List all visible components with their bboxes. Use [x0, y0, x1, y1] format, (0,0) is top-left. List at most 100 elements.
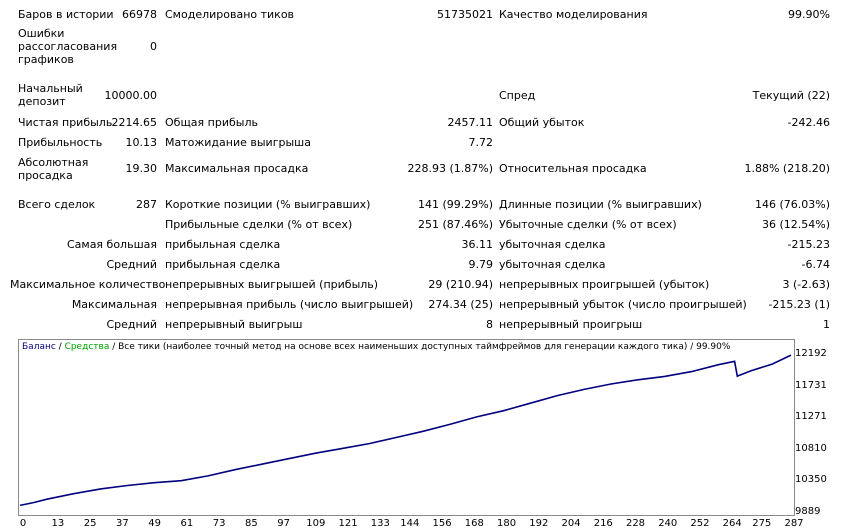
- x-tick-label: 240: [658, 518, 678, 529]
- x-tick-label: 49: [148, 518, 161, 529]
- max-cons-wins-value: 29 (210.94): [428, 278, 493, 291]
- x-tick-label: 144: [400, 518, 420, 529]
- x-tick-label: 37: [116, 518, 129, 529]
- average-label: Средний: [106, 258, 157, 271]
- legend-description: / Все тики (наиболее точный метод на осн…: [109, 342, 731, 352]
- largest-profit-value: 36.11: [461, 238, 494, 251]
- avg-cons-losses-value: 1: [823, 318, 830, 331]
- x-tick-label: 97: [277, 518, 290, 529]
- loss-trades-value: 36 (12.54%): [761, 218, 830, 231]
- short-positions-value: 141 (99.29%): [417, 198, 493, 211]
- equity-line: [20, 355, 791, 505]
- largest-loss-label: убыточная сделка: [499, 238, 606, 251]
- x-tick-label: 275: [752, 518, 772, 529]
- x-tick-label: 264: [722, 518, 742, 529]
- y-tick-label: 12192: [795, 348, 827, 359]
- largest-label: Самая большая: [66, 238, 157, 251]
- x-tick-label: 252: [690, 518, 710, 529]
- largest-profit-label: прибыльная сделка: [165, 238, 281, 251]
- max-cons-profit-value: 274.34 (25): [428, 298, 493, 311]
- x-tick-label: 25: [83, 518, 97, 529]
- x-tick-label: 13: [51, 518, 65, 529]
- profit-factor-label: Прибыльность: [18, 136, 103, 149]
- average-profit-label: прибыльная сделка: [165, 258, 281, 271]
- spread-label: Спред: [499, 89, 536, 102]
- long-positions-value: 146 (76.03%): [754, 198, 830, 211]
- balance-line: [19, 354, 792, 507]
- max-drawdown-value: 228.93 (1.87%): [407, 162, 493, 175]
- test-report-table: Баров в истории 66978 Смоделировано тико…: [10, 8, 830, 331]
- deposit-value: 10000.00: [104, 89, 158, 102]
- total-trades-value: 287: [136, 198, 157, 211]
- gross-profit-label: Общая прибыль: [165, 116, 258, 129]
- x-tick-label: 192: [529, 518, 549, 529]
- average-loss-value: -6.74: [801, 258, 830, 271]
- y-tick-label: 9889: [795, 506, 821, 517]
- max-cons-losses-value: 3 (-2.63): [782, 278, 830, 291]
- x-tick-label: 156: [432, 518, 452, 529]
- short-positions-label: Короткие позиции (% выигравших): [165, 198, 371, 211]
- x-tick-label: 73: [212, 518, 226, 529]
- average-loss-label: убыточная сделка: [499, 258, 606, 271]
- y-tick-label: 10350: [795, 474, 827, 486]
- max-cons-profit-label: непрерывная прибыль (число выигрышей): [165, 298, 414, 311]
- x-tick-label: 85: [244, 518, 258, 529]
- largest-loss-value: -215.23: [787, 238, 830, 251]
- ticks-label: Смоделировано тиков: [165, 8, 295, 21]
- max-drawdown-label: Максимальная просадка: [165, 162, 309, 175]
- profit-factor-value: 10.13: [125, 136, 158, 149]
- y-tick-label: 11731: [795, 379, 827, 391]
- errors-value: 0: [150, 40, 157, 53]
- abs-drawdown-label-line2: просадка: [18, 169, 73, 182]
- legend-separator: /: [55, 342, 65, 352]
- max-count-label: Максимальное количество: [10, 278, 166, 291]
- errors-label-line1: Ошибки: [18, 27, 65, 40]
- spread-value: Текущий (22): [752, 89, 830, 102]
- chart-legend: Баланс / Средства / Все тики (наиболее т…: [22, 342, 730, 353]
- x-tick-label: 61: [180, 518, 194, 529]
- max-cons-loss-value: -215.23 (1): [768, 298, 830, 311]
- deposit-label-line2: депозит: [18, 95, 66, 108]
- net-profit-value: 2214.65: [111, 116, 158, 129]
- abs-drawdown-label-line1: Абсолютная: [18, 156, 89, 169]
- total-trades-label: Всего сделок: [18, 198, 96, 211]
- expected-payoff-label: Матожидание выигрыша: [165, 136, 311, 149]
- chart-plot-area: [19, 354, 792, 507]
- legend-balance: Баланс: [22, 342, 56, 352]
- avg-cons-wins-value: 8: [486, 318, 493, 331]
- x-tick-label: 216: [593, 518, 613, 529]
- quality-label: Качество моделирования: [499, 8, 648, 21]
- x-tick-label: 228: [625, 518, 646, 529]
- x-tick-label: 168: [464, 518, 484, 529]
- expected-payoff-value: 7.72: [468, 136, 494, 149]
- rel-drawdown-value: 1.88% (218.20): [744, 162, 830, 175]
- rel-drawdown-label: Относительная просадка: [499, 162, 647, 175]
- quality-value: 99.90%: [788, 8, 830, 21]
- ticks-value: 51735021: [437, 8, 493, 21]
- net-profit-label: Чистая прибыль: [18, 116, 113, 129]
- bars-label: Баров в истории: [18, 8, 114, 21]
- y-tick-label: 10810: [795, 442, 827, 454]
- errors-label-line2: рассогласования: [18, 40, 118, 53]
- profit-trades-label: Прибыльные сделки (% от всех): [165, 218, 353, 231]
- x-tick-label: 287: [784, 518, 804, 529]
- x-tick-label: 121: [338, 518, 358, 529]
- max-cons-losses-label: непрерывных проигрышей (убыток): [499, 278, 710, 291]
- avg-cons-label: Средний: [106, 318, 157, 331]
- profit-trades-value: 251 (87.46%): [417, 218, 493, 231]
- x-tick-label: 109: [306, 518, 326, 529]
- long-positions-label: Длинные позиции (% выигравших): [499, 198, 702, 211]
- x-tick-label: 133: [370, 518, 390, 529]
- abs-drawdown-value: 19.30: [125, 162, 158, 175]
- avg-cons-wins-label: непрерывный выигрыш: [165, 318, 303, 331]
- max-cons-loss-label: непрерывный убыток (число проигрышей): [499, 298, 747, 311]
- balance-chart: Баланс / Средства / Все тики (наиболее т…: [18, 339, 795, 516]
- legend-equity: Средства: [64, 342, 110, 352]
- maximal-label: Максимальная: [71, 298, 157, 311]
- x-tick-label: 180: [497, 518, 517, 529]
- y-tick-label: 11271: [795, 411, 827, 423]
- loss-trades-label: Убыточные сделки (% от всех): [499, 218, 677, 231]
- x-tick-label: 0: [19, 518, 27, 529]
- gross-loss-label: Общий убыток: [499, 116, 585, 129]
- x-tick-label: 204: [561, 518, 581, 529]
